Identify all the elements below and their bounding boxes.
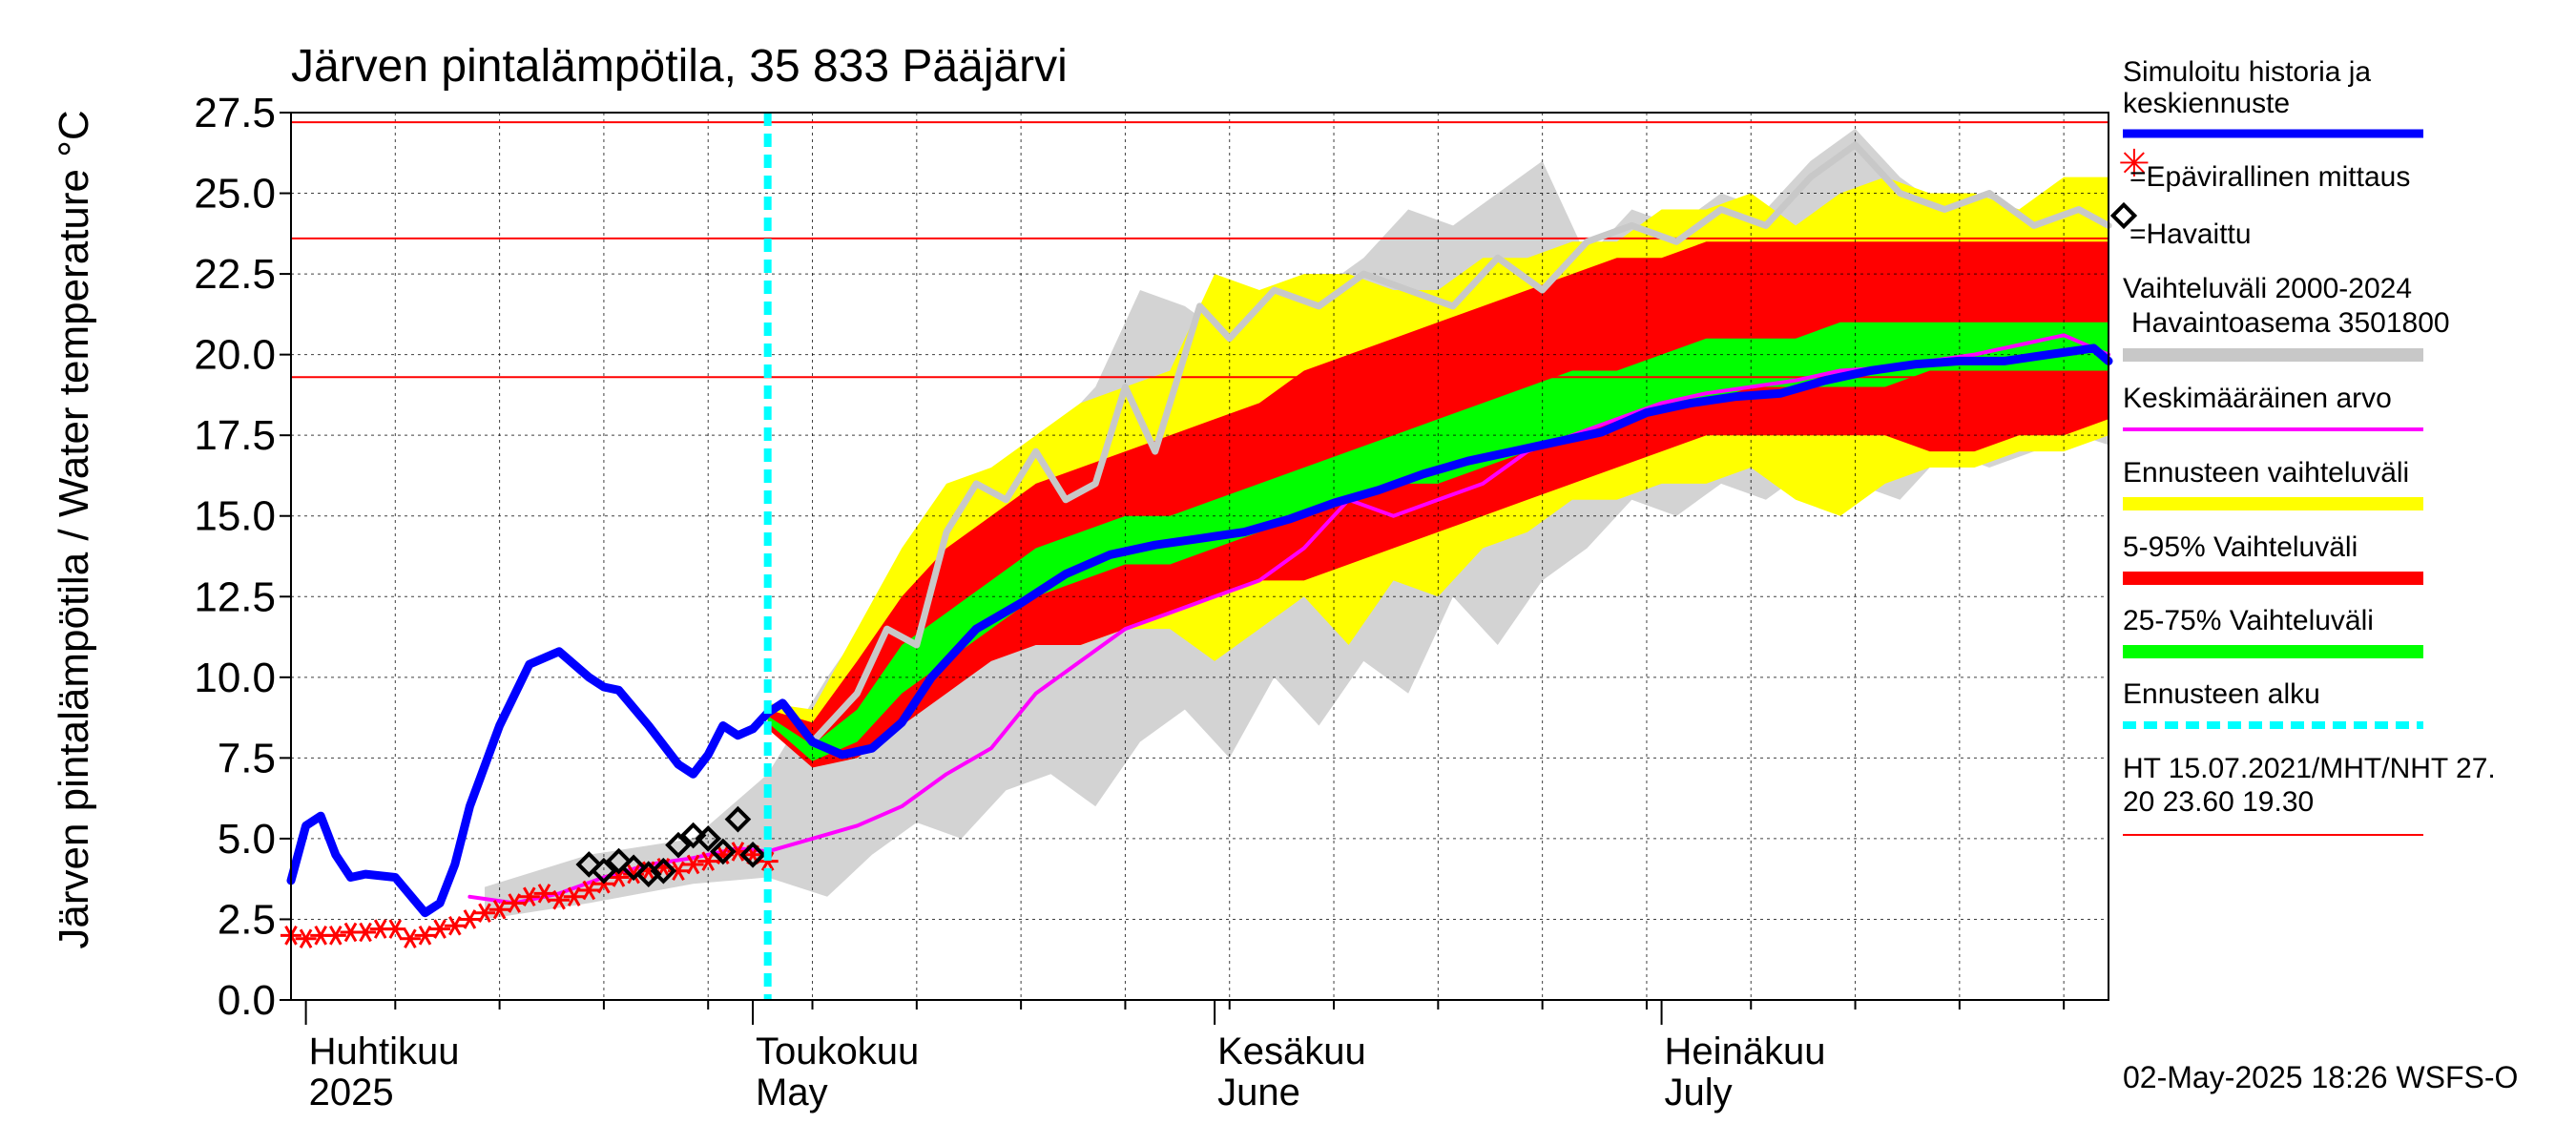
unofficial-measurement-point [504, 893, 526, 913]
unofficial-measurement-point [563, 886, 585, 907]
unofficial-measurement-point [399, 928, 421, 949]
observed-point [679, 822, 707, 849]
y-tick-label: 10.0 [194, 655, 276, 701]
series-line-simulated [286, 344, 2113, 918]
unofficial-measurement-point [414, 926, 436, 946]
unofficial-measurement-point [533, 884, 555, 904]
y-tick-label: 27.5 [194, 90, 276, 136]
y-tick-label: 15.0 [194, 493, 276, 540]
legend-ht-line1: HT 15.07.2021/MHT/NHT 27. [2123, 753, 2496, 784]
x-month-label-fi: Heinäkuu [1665, 1030, 1826, 1072]
y-tick-label: 22.5 [194, 251, 276, 298]
y-tick-label: 5.0 [218, 816, 276, 863]
observed-point [591, 857, 617, 885]
y-tick-label: 20.0 [194, 332, 276, 379]
observed-point [605, 847, 633, 875]
legend-range-title: Vaihteluväli 2000-2024 [2123, 273, 2412, 304]
unofficial-measurement-point [518, 886, 540, 907]
legend-p25-75-label: 25-75% Vaihteluväli [2123, 605, 2374, 636]
unofficial-measurement-point [324, 926, 346, 946]
x-month-label-fi: Kesäkuu [1217, 1030, 1366, 1072]
y-tick-label: 17.5 [194, 412, 276, 459]
footer-timestamp: 02-May-2025 18:26 WSFS-O [2123, 1060, 2518, 1094]
unofficial-measurement-point [355, 922, 377, 943]
legend-observed-label: =Havaittu [2129, 219, 2252, 250]
y-tick-label: 7.5 [218, 735, 276, 781]
legend-ht-line2: 20 23.60 19.30 [2123, 786, 2314, 818]
unofficial-measurement-point [459, 909, 481, 929]
legend-unofficial-marker: ✳ [2118, 142, 2150, 186]
unofficial-measurement-point [549, 889, 571, 910]
legend-mean-label: Keskimääräinen arvo [2123, 383, 2392, 414]
x-month-label-fi: Huhtikuu [309, 1030, 460, 1072]
legend-sim-label: Simuloitu historia ja keskiennuste [2123, 56, 2371, 119]
chart-title: Järven pintalämpötila, 35 833 Pääjärvi [291, 41, 1068, 92]
observed-point [575, 851, 603, 878]
observed-point [650, 857, 677, 885]
x-month-label-en: July [1665, 1072, 1733, 1114]
unofficial-measurement-point [295, 928, 317, 949]
legend: Simuloitu historia ja keskiennuste ✳ =Epä… [2109, 56, 2496, 836]
observed-point [665, 831, 692, 859]
y-tick-label: 12.5 [194, 573, 276, 620]
unofficial-measurement-point [444, 915, 466, 936]
observed-point [724, 805, 752, 833]
x-month-label-en: June [1217, 1072, 1300, 1114]
x-month-label-en: 2025 [309, 1072, 394, 1114]
legend-observed-marker [2109, 201, 2138, 230]
y-axis-label: Järven pintalämpötila / Water temperatur… [51, 110, 97, 948]
x-month-label-fi: Toukokuu [756, 1030, 919, 1072]
y-tick-label: 2.5 [218, 896, 276, 943]
unofficial-measurement-point [697, 851, 719, 871]
y-tick-label: 0.0 [218, 977, 276, 1024]
legend-forecast-range-label: Ennusteen vaihteluväli [2123, 457, 2409, 489]
unofficial-measurement-point [488, 900, 510, 920]
observed-point [709, 838, 737, 865]
observed-point [739, 841, 766, 868]
p25-75-band [767, 322, 2109, 761]
legend-p5-95-label: 5-95% Vaihteluväli [2123, 531, 2358, 563]
unofficial-measurement-point [578, 880, 600, 901]
unofficial-measurement-point [682, 854, 704, 875]
unofficial-measurement-point [474, 903, 495, 923]
unofficial-measurement-point [384, 919, 406, 939]
unofficial-measurement-point [429, 919, 451, 939]
observed-point [620, 854, 647, 882]
series-line-mean [467, 333, 2110, 906]
legend-unofficial-label: =Epävirallinen mittaus [2129, 161, 2410, 193]
observed-point [695, 825, 722, 852]
x-month-label-en: May [756, 1072, 828, 1114]
plot-frame [290, 112, 2109, 1001]
legend-range-station: Havaintoasema 3501800 [2131, 307, 2450, 339]
y-tick-label: 25.0 [194, 171, 276, 218]
plot-area: 0.0 2.5 5.0 7.5 10.0 12.5 15.0 17.5 20.0 22.5 25.0… [194, 90, 2113, 1114]
series-line-historical [809, 141, 2112, 745]
legend-forecast-start-label: Ennusteen alku [2123, 678, 2320, 710]
